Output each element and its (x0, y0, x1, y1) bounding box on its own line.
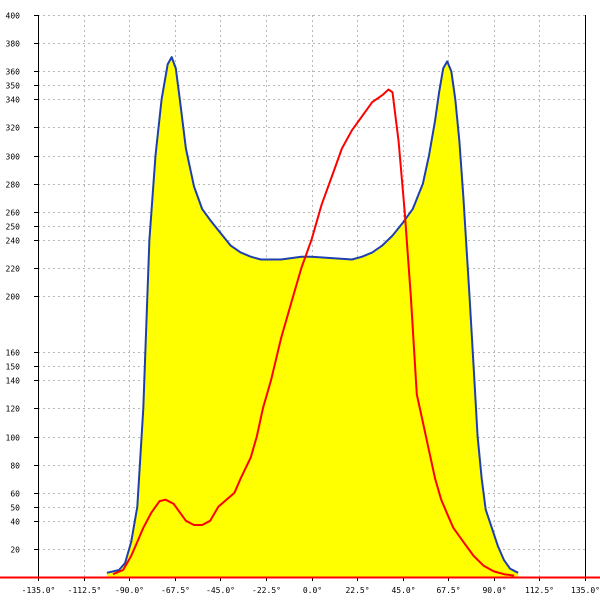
y-tick-label: 260 (6, 209, 21, 218)
x-tick-label: -90.0° (115, 586, 144, 595)
series-2-line (112, 88, 515, 577)
y-tick-label: 120 (6, 405, 21, 414)
x-tick-label: 90.0° (482, 586, 506, 595)
x-tick-label: 22.5° (345, 586, 369, 595)
y-tick-label: 360 (6, 68, 21, 77)
x-tick-label: 45.0° (391, 586, 415, 595)
x-tick-label: -45.0° (206, 586, 235, 595)
y-tick-label: 380 (6, 40, 21, 49)
y-tick-label: 80 (10, 462, 20, 471)
series-lines (106, 56, 519, 577)
y-tick-label: 140 (6, 377, 21, 386)
x-tick-label: 0.0° (303, 586, 322, 595)
x-tick-label: -112.5° (68, 586, 102, 595)
y-tick-label: 220 (6, 265, 21, 274)
y-tick-label: 50 (10, 504, 20, 513)
area-fill-layer (106, 57, 519, 578)
series-1-line (106, 56, 519, 574)
y-tick-label: 300 (6, 153, 21, 162)
y-tick-label: 100 (6, 434, 21, 443)
tick-labels: -135.0° -112.5° -90.0° -67.5° -45.0° -22.5° 0.… (6, 12, 600, 596)
x-tick-label: 112.5° (525, 586, 554, 595)
y-tick-label: 250 (6, 223, 21, 232)
x-tick-label: 67.5° (436, 586, 460, 595)
y-tick-label: 400 (6, 12, 21, 21)
y-tick-label: 320 (6, 124, 21, 133)
y-tick-label: 280 (6, 181, 21, 190)
y-tick-label: 20 (10, 546, 20, 555)
series-1-area (106, 57, 519, 578)
y-tick-label: 240 (6, 237, 21, 246)
y-tick-label: 200 (6, 293, 21, 302)
y-tick-label: 40 (10, 518, 20, 527)
y-tick-label: 150 (6, 363, 21, 372)
y-tick-label: 350 (6, 82, 21, 91)
y-tick-label: 160 (6, 349, 21, 358)
axes (0, 15, 600, 581)
x-tick-label: -135.0° (22, 586, 56, 595)
x-tick-label: -22.5° (252, 586, 281, 595)
y-tick-label: 340 (6, 96, 21, 105)
x-tick-label: 135.0° (571, 586, 600, 595)
y-tick-label: 60 (10, 490, 20, 499)
x-tick-label: -67.5° (161, 586, 190, 595)
